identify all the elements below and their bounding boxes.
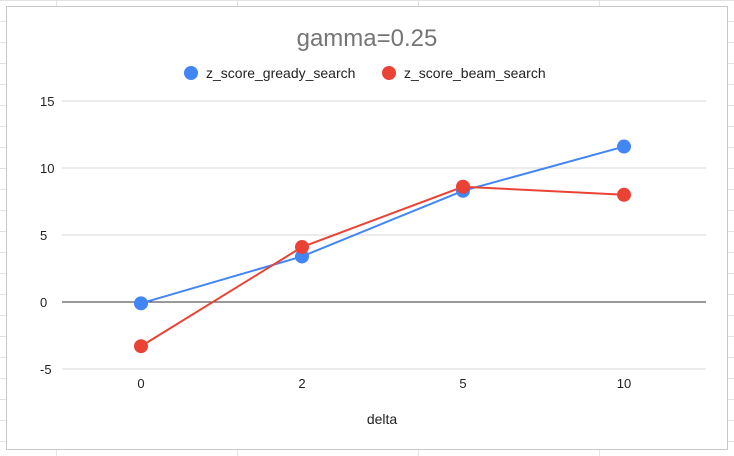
x-tick-labels: 0 2 5 10 [137, 376, 631, 391]
x-axis-title: delta [367, 411, 398, 427]
y-tick-label: -5 [40, 362, 52, 377]
data-point-gready [134, 296, 148, 311]
series-line-gready [140, 145, 625, 305]
x-tick-label: 2 [298, 376, 305, 391]
legend-label-beam: z_score_beam_search [404, 65, 546, 81]
x-tick-label: 0 [137, 376, 144, 391]
y-tick-label: 15 [40, 94, 54, 109]
x-tick-label: 5 [459, 376, 466, 391]
chart-title: gamma=0.25 [297, 25, 438, 52]
y-tick-label: 5 [40, 228, 47, 243]
series-line-beam [140, 185, 625, 348]
data-points [134, 139, 631, 354]
series-lines [140, 145, 625, 348]
data-point-beam [295, 240, 309, 255]
y-tick-label: 10 [40, 161, 54, 176]
data-point-gready [617, 139, 631, 154]
y-tick-label: 0 [40, 295, 47, 310]
x-tick-label: 10 [617, 376, 631, 391]
data-point-beam [134, 339, 148, 354]
legend: z_score_gready_search z_score_beam_searc… [184, 65, 546, 81]
y-tick-labels: -5 0 5 10 15 [40, 94, 54, 377]
data-point-beam [456, 179, 470, 194]
legend-marker-beam [382, 66, 396, 80]
legend-label-gready: z_score_gready_search [206, 65, 355, 81]
legend-marker-gready [184, 66, 198, 80]
data-point-beam [617, 187, 631, 202]
chart-frame [6, 6, 728, 450]
gridlines [62, 100, 706, 370]
